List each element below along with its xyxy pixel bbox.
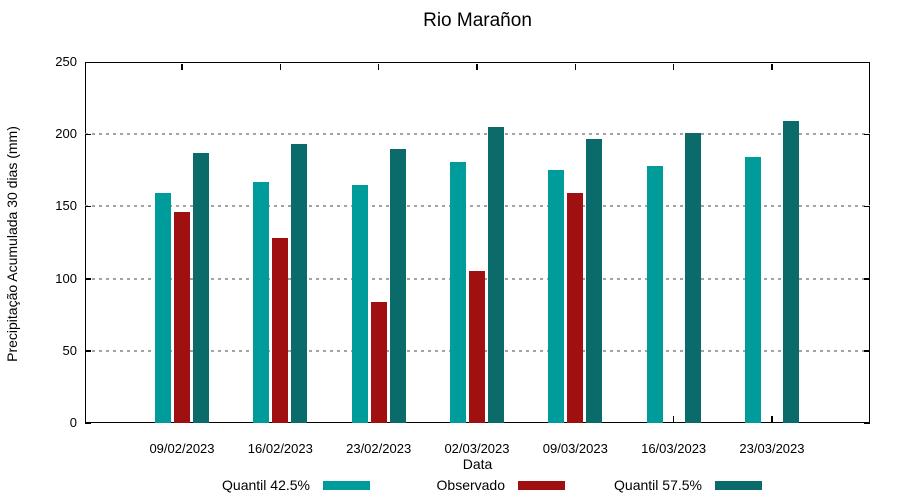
bar-observado <box>468 271 485 423</box>
xtick-mark <box>672 415 675 422</box>
bar-quantil-42.5- <box>253 181 270 423</box>
bar-observado <box>567 193 584 423</box>
ytick-mark-right <box>864 278 870 280</box>
ytick-mark <box>85 422 91 424</box>
xtick-mark-top <box>672 63 675 70</box>
bar-quantil-42.5- <box>548 170 565 423</box>
bar-observado <box>370 301 387 423</box>
legend-swatch <box>323 480 370 490</box>
legend-swatch <box>518 480 565 490</box>
xtick-mark-top <box>771 63 773 70</box>
ytick-mark <box>85 61 91 63</box>
ytick-mark <box>85 133 91 136</box>
gridline-y200 <box>85 133 870 136</box>
bar-observado <box>174 212 190 423</box>
xtick-mark <box>771 415 773 422</box>
bar-quantil-57.5- <box>586 138 603 423</box>
xtick-label: 23/02/2023 <box>346 441 412 456</box>
bar-quantil-57.5- <box>782 121 799 423</box>
ytick-label: 250 <box>55 54 77 69</box>
y-axis-title: Precipitação Acumulada 30 dias (mm) <box>4 126 20 362</box>
xtick-mark-top <box>279 63 282 70</box>
bar-quantil-42.5- <box>646 165 663 423</box>
legend-entry: Quantil 57.5% <box>614 476 762 494</box>
ytick-mark <box>85 205 91 208</box>
xtick-mark-top <box>476 63 478 70</box>
ytick-mark-right <box>864 61 870 63</box>
bar-quantil-57.5- <box>193 152 209 423</box>
ytick-mark <box>85 350 91 352</box>
xtick-label: 02/03/2023 <box>444 441 510 456</box>
bar-quantil-57.5- <box>487 126 504 423</box>
xtick-label: 16/03/2023 <box>641 441 707 456</box>
ytick-mark-right <box>864 350 870 352</box>
bar-observado <box>272 238 289 423</box>
xtick-mark-top <box>181 63 183 70</box>
ytick-mark-right <box>864 133 870 136</box>
ytick-label: 200 <box>55 126 77 142</box>
gridline-y150 <box>85 205 870 208</box>
bar-quantil-42.5- <box>449 161 466 423</box>
xtick-label: 09/02/2023 <box>149 441 215 456</box>
bar-quantil-57.5- <box>291 144 308 423</box>
ytick-mark <box>85 278 91 280</box>
chart-title: Rio Marañon <box>423 10 532 31</box>
xtick-label: 16/02/2023 <box>247 441 313 456</box>
ytick-label: 50 <box>62 342 77 358</box>
ytick-mark-right <box>864 422 870 424</box>
legend-label: Quantil 42.5% <box>222 477 310 493</box>
xtick-mark-top <box>377 63 380 70</box>
bar-quantil-57.5- <box>389 148 406 423</box>
legend-label: Observado <box>436 477 505 493</box>
bar-quantil-42.5- <box>155 193 171 423</box>
legend-label: Quantil 57.5% <box>614 477 702 493</box>
legend-entry: Observado <box>437 476 565 494</box>
ytick-label: 100 <box>55 270 77 286</box>
ytick-mark-right <box>864 205 870 208</box>
ytick-label: 150 <box>55 198 77 214</box>
xtick-label: 09/03/2023 <box>542 441 608 456</box>
legend-swatch <box>715 480 762 490</box>
xtick-label: 23/03/2023 <box>739 441 805 456</box>
legend-entry: Quantil 42.5% <box>222 476 370 494</box>
bar-quantil-42.5- <box>351 184 368 423</box>
bar-quantil-42.5- <box>744 157 761 423</box>
x-axis-title: Data <box>462 456 493 472</box>
ytick-label: 0 <box>69 415 77 430</box>
xtick-mark-top <box>574 63 577 70</box>
bar-quantil-57.5- <box>684 132 701 423</box>
